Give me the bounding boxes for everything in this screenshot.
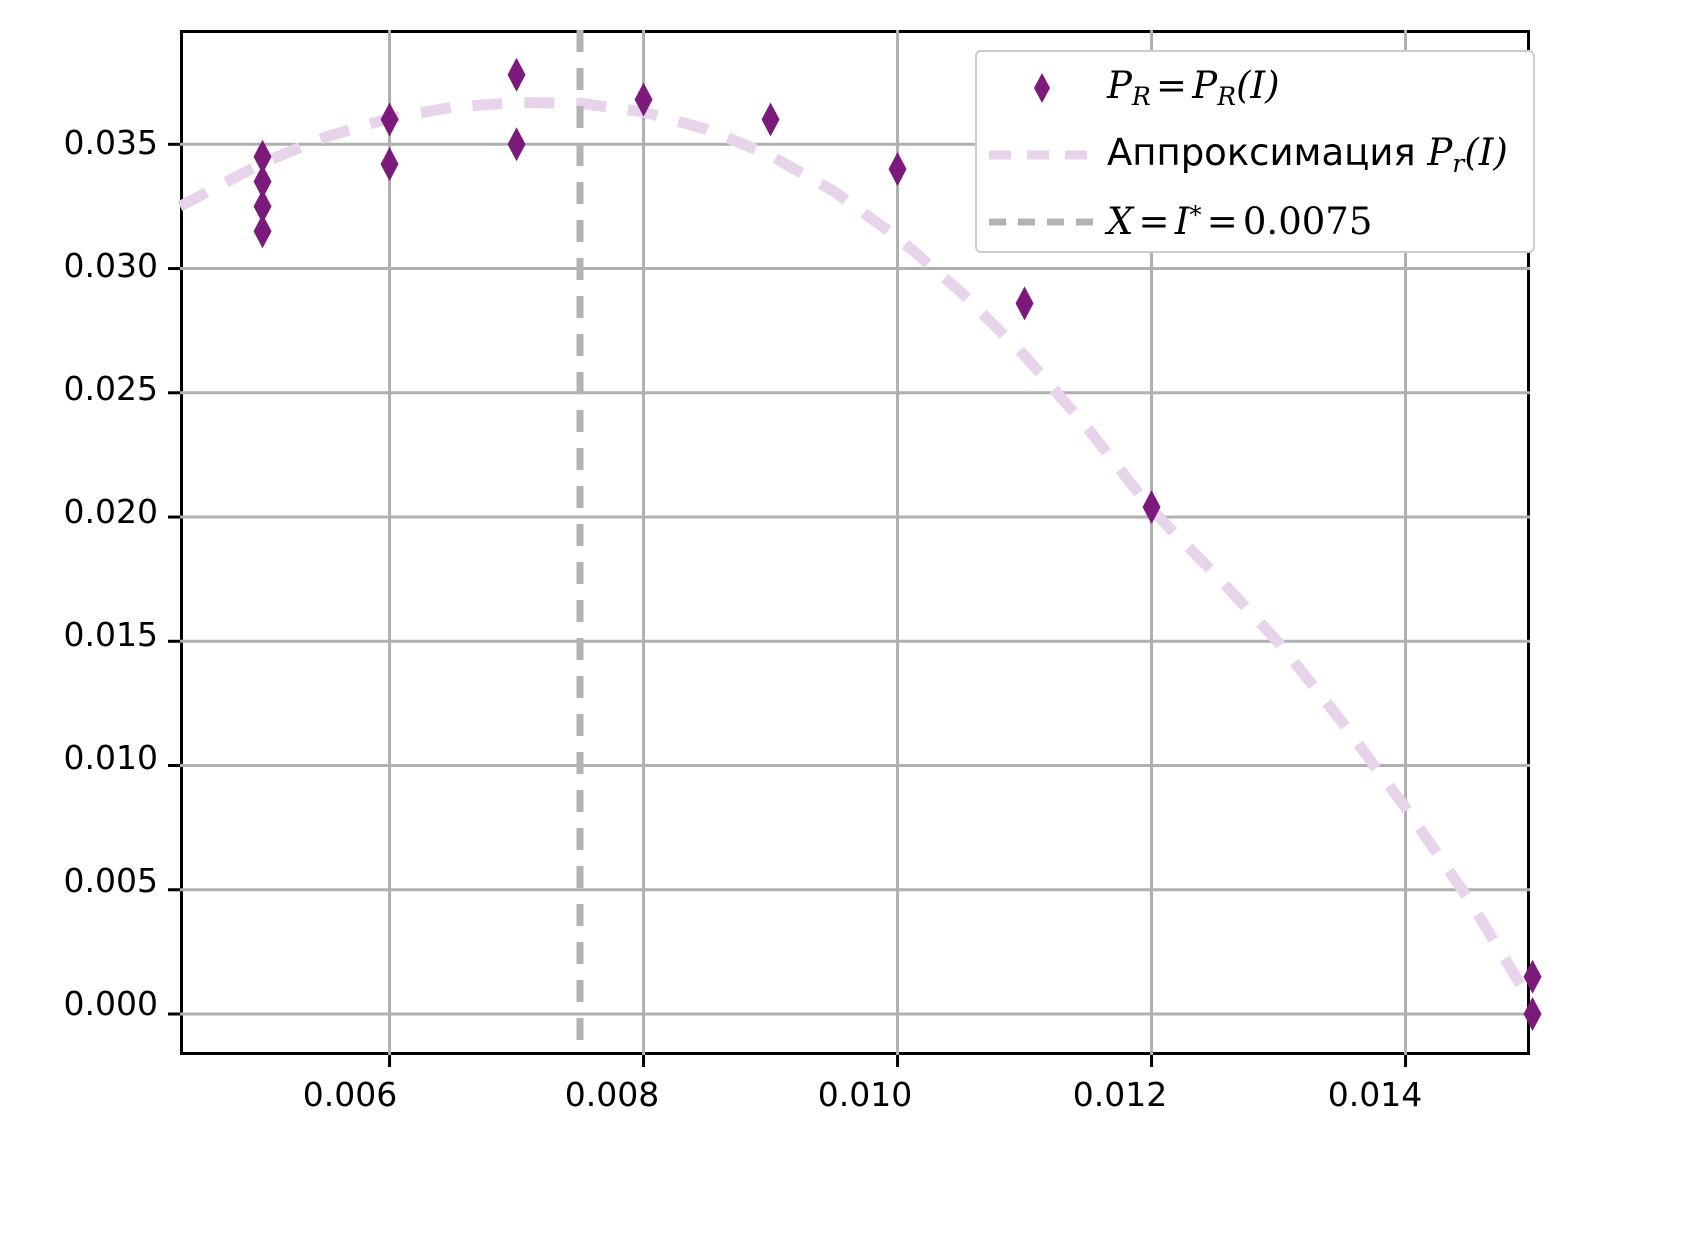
ytick-label-0010: 0.010 bbox=[63, 738, 158, 777]
ytick-label-0020: 0.020 bbox=[63, 492, 158, 531]
legend-label-fit-prefix: Аппроксимация bbox=[1107, 130, 1428, 174]
ytick-label-0035: 0.035 bbox=[63, 123, 158, 162]
ytick-label-0015: 0.015 bbox=[63, 615, 158, 654]
legend[interactable]: PR = PR(I) Аппроксимация Pr(I) X = I* = 0.0075 bbox=[975, 50, 1535, 253]
legend-label-vline: X = I* = 0.0075 bbox=[1107, 200, 1373, 243]
xtick-label-0008: 0.008 bbox=[564, 1075, 660, 1114]
legend-label-scatter: PR = PR(I) bbox=[1107, 63, 1280, 112]
legend-row-fit[interactable]: Аппроксимация Pr(I) bbox=[977, 121, 1533, 188]
legend-row-vline[interactable]: X = I* = 0.0075 bbox=[977, 188, 1533, 255]
xtick-label-0014: 0.014 bbox=[1327, 1075, 1423, 1114]
ytick-label-0030: 0.030 bbox=[63, 246, 158, 285]
axis-ticks bbox=[168, 142, 1408, 1067]
legend-dashed-gray-line-icon bbox=[977, 216, 1107, 228]
xtick-label-0006: 0.006 bbox=[302, 1075, 398, 1114]
ytick-label-0005: 0.005 bbox=[63, 861, 158, 900]
legend-row-scatter[interactable]: PR = PR(I) bbox=[977, 54, 1533, 121]
fit-curve bbox=[177, 97, 1535, 1004]
legend-marker-diamond-icon bbox=[977, 71, 1107, 105]
legend-vline-value: 0.0075 bbox=[1242, 200, 1373, 243]
ytick-label-0025: 0.025 bbox=[63, 369, 158, 408]
xtick-label-0012: 0.012 bbox=[1072, 1075, 1168, 1114]
legend-dashed-pink-line-icon bbox=[977, 149, 1107, 161]
ytick-label-0000: 0.000 bbox=[63, 984, 158, 1023]
scatter-markers bbox=[253, 57, 1542, 1031]
xtick-label-0010: 0.010 bbox=[817, 1075, 913, 1114]
legend-label-fit: Аппроксимация Pr(I) bbox=[1107, 130, 1508, 179]
